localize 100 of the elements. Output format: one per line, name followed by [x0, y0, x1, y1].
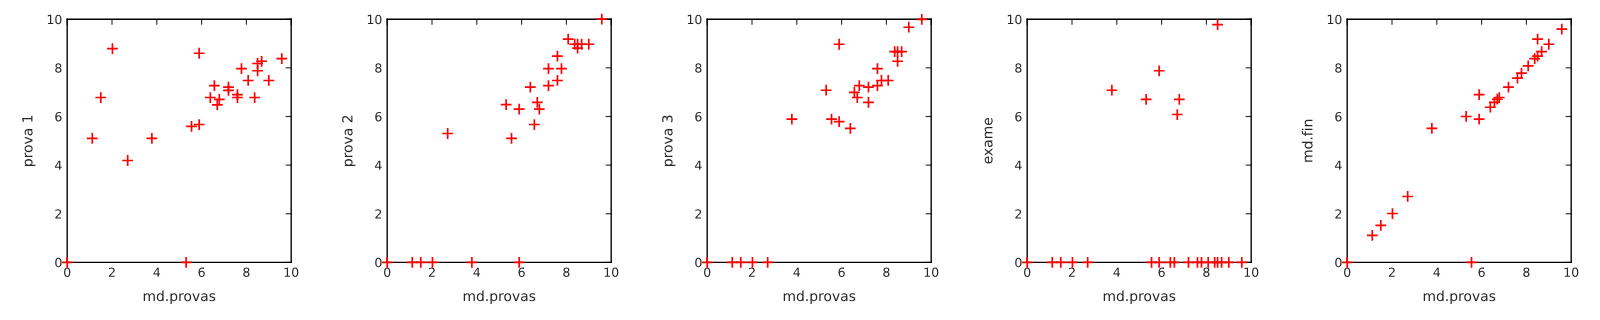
point: [1168, 256, 1181, 269]
point: [1182, 256, 1195, 269]
point: [94, 91, 108, 104]
y-tick-label: 2: [695, 209, 702, 219]
x-tick-label: 0: [704, 267, 711, 277]
point: [441, 127, 454, 140]
x-tick-label: 2: [108, 267, 115, 277]
x-tick-label: 4: [793, 267, 801, 277]
x-tick-label: 0: [64, 267, 71, 277]
point: [222, 84, 235, 97]
point: [185, 120, 198, 133]
point: [531, 96, 544, 109]
point: [1152, 64, 1166, 77]
point: [251, 57, 264, 70]
y-tick-label: 8: [1015, 63, 1022, 73]
point: [1555, 22, 1569, 36]
y-tick-label: 2: [375, 209, 382, 219]
point: [414, 256, 428, 269]
point: [902, 21, 916, 34]
x-tick-label: 0: [384, 267, 391, 277]
x-tick-label: 2: [1068, 267, 1075, 277]
x-tick-label: 2: [1388, 267, 1395, 277]
point: [1222, 256, 1236, 269]
point: [832, 38, 846, 51]
x-axis-title: md.provas: [463, 290, 536, 304]
x-tick-label: 8: [243, 267, 250, 277]
point: [1105, 84, 1119, 97]
point: [734, 256, 748, 269]
y-tick-label: 2: [55, 209, 62, 219]
point: [512, 102, 526, 116]
point: [145, 132, 159, 145]
y-tick-label: 4: [375, 160, 382, 170]
point: [204, 91, 217, 104]
y-axis-title: exame: [984, 117, 993, 164]
point: [1465, 256, 1478, 269]
x-axis-title: md.provas: [1103, 290, 1176, 304]
y-axis-title: md.fin: [1301, 119, 1313, 162]
x-tick-label: 10: [284, 267, 299, 277]
x-tick-label: 6: [518, 267, 525, 277]
y-tick-label: 4: [695, 160, 702, 170]
point: [1211, 18, 1224, 31]
point: [595, 12, 609, 26]
x-tick-label: 6: [1478, 267, 1485, 277]
x-tick-label: 4: [153, 267, 161, 277]
point: [235, 62, 248, 75]
point: [262, 74, 276, 87]
x-tick-label: 0: [1344, 267, 1351, 277]
y-axis-title: prova 2: [342, 115, 356, 166]
x-axis-title: md.provas: [1423, 290, 1496, 304]
point: [275, 52, 289, 65]
point: [106, 42, 119, 55]
x-tick-label: 10: [604, 267, 619, 277]
point: [862, 80, 875, 94]
point: [1054, 256, 1068, 269]
x-tick-label: 10: [1564, 267, 1579, 277]
point: [1425, 122, 1439, 135]
x-tick-label: 0: [1024, 267, 1031, 277]
point: [499, 98, 513, 111]
point: [1171, 108, 1184, 121]
x-tick-label: 2: [428, 267, 435, 277]
y-tick-label: 0: [1015, 257, 1022, 268]
y-tick-label: 2: [1335, 209, 1342, 219]
point: [1531, 32, 1544, 46]
x-tick-label: 4: [473, 267, 481, 277]
x-tick-label: 4: [1113, 267, 1121, 277]
point: [1374, 219, 1388, 232]
point: [1472, 88, 1486, 101]
point: [582, 38, 596, 51]
y-axis-title: prova 3: [662, 115, 676, 166]
point: [832, 115, 846, 128]
point: [528, 118, 541, 131]
point: [465, 256, 479, 269]
y-tick-label: 6: [1015, 111, 1022, 122]
point: [551, 49, 564, 63]
point: [1066, 256, 1079, 269]
point: [505, 132, 518, 145]
point: [825, 112, 838, 126]
y-tick-label: 10: [687, 14, 702, 25]
x-tick-label: 8: [1203, 267, 1210, 277]
point: [1459, 110, 1473, 123]
y-tick-label: 6: [55, 111, 62, 122]
x-tick-label: 6: [838, 267, 845, 277]
y-tick-label: 8: [55, 63, 62, 73]
point: [542, 62, 555, 75]
point: [241, 74, 255, 87]
y-tick-label: 2: [1015, 209, 1022, 219]
y-tick-label: 0: [695, 257, 702, 268]
y-tick-label: 8: [1335, 63, 1342, 73]
x-tick-label: 8: [883, 267, 890, 277]
point: [561, 32, 575, 46]
y-tick-label: 10: [47, 14, 62, 25]
x-tick-label: 4: [1433, 267, 1441, 277]
point: [121, 154, 134, 167]
y-tick-label: 0: [375, 257, 382, 268]
point: [761, 256, 774, 269]
x-tick-label: 10: [1244, 267, 1259, 277]
x-tick-label: 8: [1523, 267, 1530, 277]
point: [1152, 256, 1166, 269]
y-tick-label: 8: [375, 63, 382, 73]
x-tick-label: 2: [748, 267, 755, 277]
